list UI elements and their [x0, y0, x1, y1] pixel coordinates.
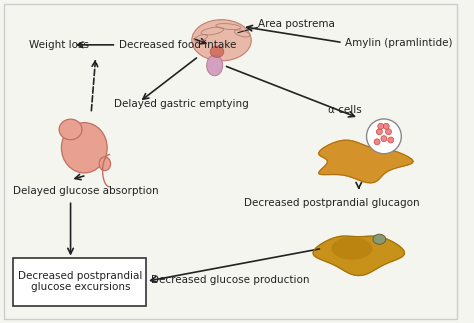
FancyBboxPatch shape	[4, 4, 457, 319]
Ellipse shape	[192, 20, 251, 61]
Text: α cells: α cells	[328, 106, 362, 115]
Ellipse shape	[210, 46, 224, 57]
Polygon shape	[319, 140, 413, 183]
Ellipse shape	[207, 55, 223, 76]
Circle shape	[366, 119, 401, 154]
Text: Weight loss: Weight loss	[29, 40, 90, 50]
Text: Area postrema: Area postrema	[258, 19, 335, 29]
Circle shape	[383, 123, 389, 129]
Circle shape	[385, 129, 392, 135]
Ellipse shape	[99, 157, 110, 171]
Text: Amylin (pramlintide): Amylin (pramlintide)	[345, 37, 453, 47]
Ellipse shape	[331, 237, 373, 260]
Text: Delayed gastric emptying: Delayed gastric emptying	[114, 99, 249, 109]
Text: Decreased postprandial
glucose excursions: Decreased postprandial glucose excursion…	[18, 271, 143, 292]
Circle shape	[376, 129, 383, 135]
Text: Delayed glucose absorption: Delayed glucose absorption	[13, 186, 159, 196]
Text: Decreased food intake: Decreased food intake	[118, 40, 236, 50]
FancyBboxPatch shape	[13, 257, 146, 306]
Ellipse shape	[62, 123, 107, 173]
Ellipse shape	[59, 119, 82, 140]
Circle shape	[388, 137, 394, 143]
Text: Decreased postprandial glucagon: Decreased postprandial glucagon	[245, 198, 420, 208]
Polygon shape	[313, 236, 404, 276]
Circle shape	[381, 136, 387, 141]
Circle shape	[378, 123, 383, 129]
Text: Decreased glucose production: Decreased glucose production	[151, 275, 309, 285]
Circle shape	[374, 139, 380, 145]
Ellipse shape	[373, 234, 386, 244]
